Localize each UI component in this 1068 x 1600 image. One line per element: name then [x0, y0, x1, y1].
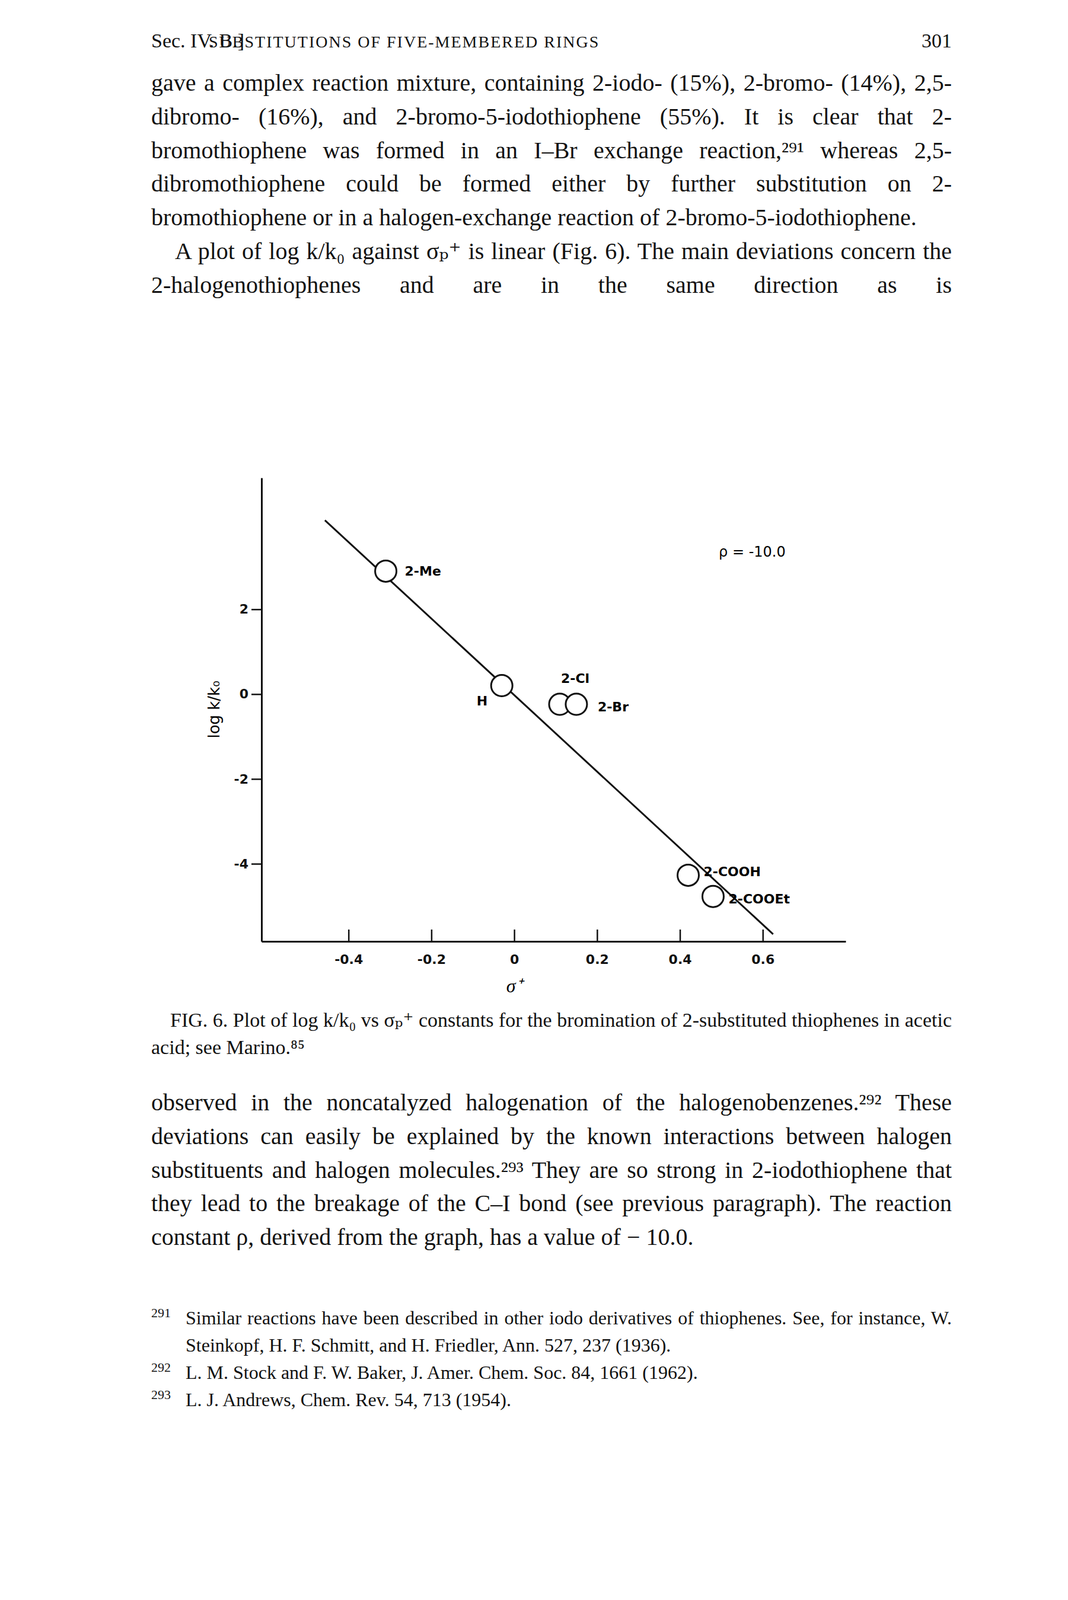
x-tick: 0.2 [585, 929, 610, 968]
footnote-text: L. J. Andrews, Chem. Rev. 54, 713 (1954)… [185, 1386, 952, 1414]
y-tick: 2 [239, 601, 262, 617]
x-tick-mark [348, 929, 350, 942]
footnote-number: 291 [151, 1304, 186, 1360]
y-tick-label: 0 [239, 686, 249, 702]
data-point [375, 560, 397, 582]
x-tick: -0.2 [417, 929, 446, 968]
paragraph: observed in the noncatalyzed halogenatio… [151, 1086, 952, 1255]
data-point [491, 675, 513, 697]
y-tick-mark [251, 693, 262, 696]
y-axis: 2 0 -2 -4 [234, 478, 263, 943]
plot: -0.4 -0.2 0 0.2 0.4 0.6 2 0 -2 -4 2-Me H 2-Cl 2-Br 2-C… [234, 478, 847, 968]
data-point [565, 693, 588, 716]
point-label: H [476, 693, 488, 709]
y-tick-label: 2 [239, 601, 249, 617]
annotation: ρ = -10.0 [718, 543, 786, 561]
x-tick: 0.6 [751, 929, 775, 968]
y-tick: -2 [234, 772, 262, 787]
y-tick: 0 [239, 686, 262, 702]
point-label: 2-Me [405, 563, 442, 579]
figure: -0.4 -0.2 0 0.2 0.4 0.6 2 0 -2 -4 2-Me H 2-Cl 2-Br 2-C… [151, 349, 952, 1015]
footnote-text: Similar reactions have been described in… [185, 1304, 952, 1360]
x-tick: 0.4 [668, 929, 693, 968]
x-tick-label: 0.6 [751, 952, 775, 968]
x-tick: 0 [509, 929, 519, 968]
footnote-number: 293 [151, 1386, 186, 1414]
y-tick: -4 [234, 856, 262, 872]
page-number: 301 [921, 29, 952, 53]
point-label: 2-Br [597, 699, 629, 715]
x-tick-mark [431, 929, 433, 942]
x-tick-mark [596, 929, 599, 942]
x-tick-label: -0.4 [334, 952, 363, 968]
point-label: 2-COOH [703, 864, 761, 880]
header-title: SUBSTITUTIONS OF FIVE-MEMBERED RINGS [208, 32, 600, 52]
data-point [677, 864, 700, 886]
text-block: observed in the noncatalyzed halogenatio… [151, 1086, 952, 1255]
x-axis: -0.4 -0.2 0 0.2 0.4 0.6 [262, 929, 847, 968]
footnote: 293L. J. Andrews, Chem. Rev. 54, 713 (19… [151, 1386, 952, 1414]
y-tick-mark [251, 778, 262, 781]
x-tick-label: -0.2 [417, 952, 446, 968]
x-tick-mark [762, 929, 765, 942]
x-tick-label: 0 [509, 952, 519, 968]
paragraph: A plot of log k/k₀ against σₚ⁺ is linear… [151, 234, 952, 303]
y-tick-mark [251, 863, 262, 866]
y-tick-label: -4 [234, 856, 249, 872]
footnote: 292L. M. Stock and F. W. Baker, J. Amer.… [151, 1359, 952, 1387]
caption: FIG. 6. Plot of log k/k₀ vs σₚ⁺ constant… [151, 1006, 952, 1062]
x-tick-label: 0.4 [668, 952, 693, 968]
x-axis-title: σ⁺ [506, 975, 525, 997]
footnote: 291Similar reactions have been described… [151, 1304, 952, 1360]
paragraph: gave a complex reaction mixture, contain… [151, 66, 952, 235]
y-tick-label: -2 [234, 772, 249, 787]
text-block: gave a complex reaction mixture, contain… [151, 66, 952, 303]
footnotes: 291Similar reactions have been described… [151, 1304, 952, 1414]
x-tick-label: 0.2 [585, 952, 610, 968]
data-point [702, 885, 724, 908]
point-label: 2-Cl [560, 671, 590, 687]
marks [324, 520, 774, 935]
fit-line [324, 520, 774, 935]
x-tick: -0.4 [334, 929, 363, 968]
point-label: 2-COOEt [728, 891, 790, 907]
y-axis-title: log k/k₀ [205, 680, 223, 739]
y-tick-mark [251, 609, 262, 611]
x-tick-mark [513, 929, 516, 942]
x-tick-mark [679, 929, 682, 942]
y-axis-line [260, 478, 263, 943]
footnote-text: L. M. Stock and F. W. Baker, J. Amer. Ch… [185, 1359, 952, 1387]
footnote-number: 292 [151, 1359, 186, 1387]
